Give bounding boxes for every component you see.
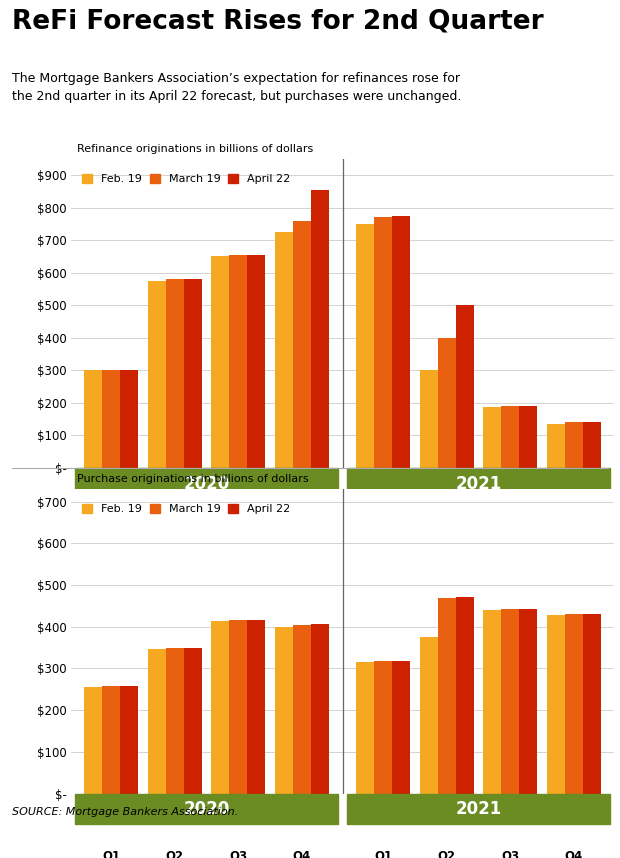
Bar xyxy=(392,215,410,468)
Bar xyxy=(374,217,392,468)
Text: The Mortgage Bankers Association’s expectation for refinances rose for
the 2nd q: The Mortgage Bankers Association’s expec… xyxy=(12,72,462,104)
Text: Purchase originations in billions of dollars: Purchase originations in billions of dol… xyxy=(77,474,308,485)
Bar xyxy=(211,621,229,794)
Bar xyxy=(565,614,583,794)
Text: 2021: 2021 xyxy=(456,801,502,819)
Bar xyxy=(76,794,338,824)
Bar xyxy=(184,279,202,468)
Bar xyxy=(392,662,410,794)
Bar xyxy=(148,649,166,794)
Bar xyxy=(484,408,502,468)
Bar xyxy=(502,406,520,468)
Bar xyxy=(420,370,438,468)
Text: 2020: 2020 xyxy=(184,801,229,819)
Bar xyxy=(311,624,329,794)
Legend: Feb. 19, March 19, April 22: Feb. 19, March 19, April 22 xyxy=(82,504,290,514)
Bar xyxy=(520,609,538,794)
Bar xyxy=(293,625,311,794)
Bar xyxy=(583,422,601,468)
Bar xyxy=(565,422,583,468)
Bar xyxy=(84,687,102,794)
Bar xyxy=(311,190,329,468)
Bar xyxy=(456,596,474,794)
Bar xyxy=(484,610,502,794)
Bar xyxy=(211,257,229,468)
Bar xyxy=(275,232,293,468)
Bar xyxy=(547,424,565,468)
Bar xyxy=(229,255,247,468)
Bar xyxy=(102,370,120,468)
Bar xyxy=(247,255,265,468)
Text: Refinance originations in billions of dollars: Refinance originations in billions of do… xyxy=(77,144,313,154)
Bar xyxy=(520,406,538,468)
Bar xyxy=(438,337,456,468)
Bar xyxy=(84,370,102,468)
Bar xyxy=(347,468,609,498)
Bar xyxy=(229,620,247,794)
Bar xyxy=(184,648,202,794)
Bar xyxy=(583,614,601,794)
Bar xyxy=(547,615,565,794)
Bar xyxy=(502,609,520,794)
Text: 2020: 2020 xyxy=(184,474,229,492)
Bar xyxy=(293,221,311,468)
Legend: Feb. 19, March 19, April 22: Feb. 19, March 19, April 22 xyxy=(82,173,290,184)
Text: SOURCE: Mortgage Bankers Association.: SOURCE: Mortgage Bankers Association. xyxy=(12,807,239,817)
Bar xyxy=(438,597,456,794)
Bar xyxy=(120,686,138,794)
Bar xyxy=(102,686,120,794)
Bar xyxy=(456,305,474,468)
Bar xyxy=(275,626,293,794)
Bar xyxy=(356,224,374,468)
Bar xyxy=(76,468,338,498)
Bar xyxy=(166,279,184,468)
Bar xyxy=(120,370,138,468)
Bar xyxy=(374,662,392,794)
Bar xyxy=(347,794,609,824)
Text: ReFi Forecast Rises for 2nd Quarter: ReFi Forecast Rises for 2nd Quarter xyxy=(12,9,544,34)
Bar xyxy=(356,662,374,794)
Bar xyxy=(166,648,184,794)
Bar xyxy=(148,281,166,468)
Bar xyxy=(420,637,438,794)
Text: 2021: 2021 xyxy=(456,474,502,492)
Bar xyxy=(247,620,265,794)
